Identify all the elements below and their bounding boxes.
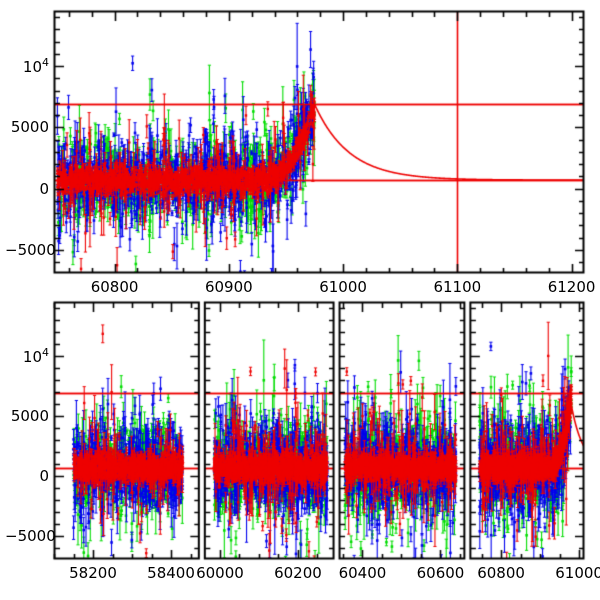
top-xtick-4: 61200 bbox=[547, 278, 596, 296]
top-xtick-0: 60800 bbox=[90, 278, 139, 296]
top-xtick-2: 61000 bbox=[319, 278, 367, 296]
bottom-ytick-2: 5000 bbox=[10, 407, 49, 426]
bottom-xtick-1-1: 60200 bbox=[274, 564, 322, 582]
bottom-xtick-2-0: 60400 bbox=[338, 564, 387, 582]
top-ytick-1: 0 bbox=[39, 179, 49, 198]
top-ytick-3: 104 bbox=[22, 56, 49, 77]
bottom-ytick-3: 104 bbox=[22, 346, 49, 367]
bottom-xtick-0-1: 58400 bbox=[147, 564, 195, 582]
bottom-xtick-0-0: 58200 bbox=[69, 564, 117, 582]
bottom-xtick-1-0: 60000 bbox=[196, 564, 244, 582]
top-xtick-1: 60900 bbox=[204, 278, 253, 296]
bottom-ytick-0: −5000 bbox=[5, 527, 56, 546]
top-xtick-3: 61100 bbox=[433, 278, 482, 296]
bottom-xtick-3-0: 60800 bbox=[477, 564, 525, 582]
bottom-xtick-2-1: 60600 bbox=[416, 564, 465, 582]
bottom-ytick-1: 0 bbox=[39, 467, 49, 486]
bottom-xtick-3-1: 61000 bbox=[555, 564, 600, 582]
top-ytick-0: −5000 bbox=[5, 240, 56, 259]
top-ytick-2: 5000 bbox=[10, 118, 49, 137]
